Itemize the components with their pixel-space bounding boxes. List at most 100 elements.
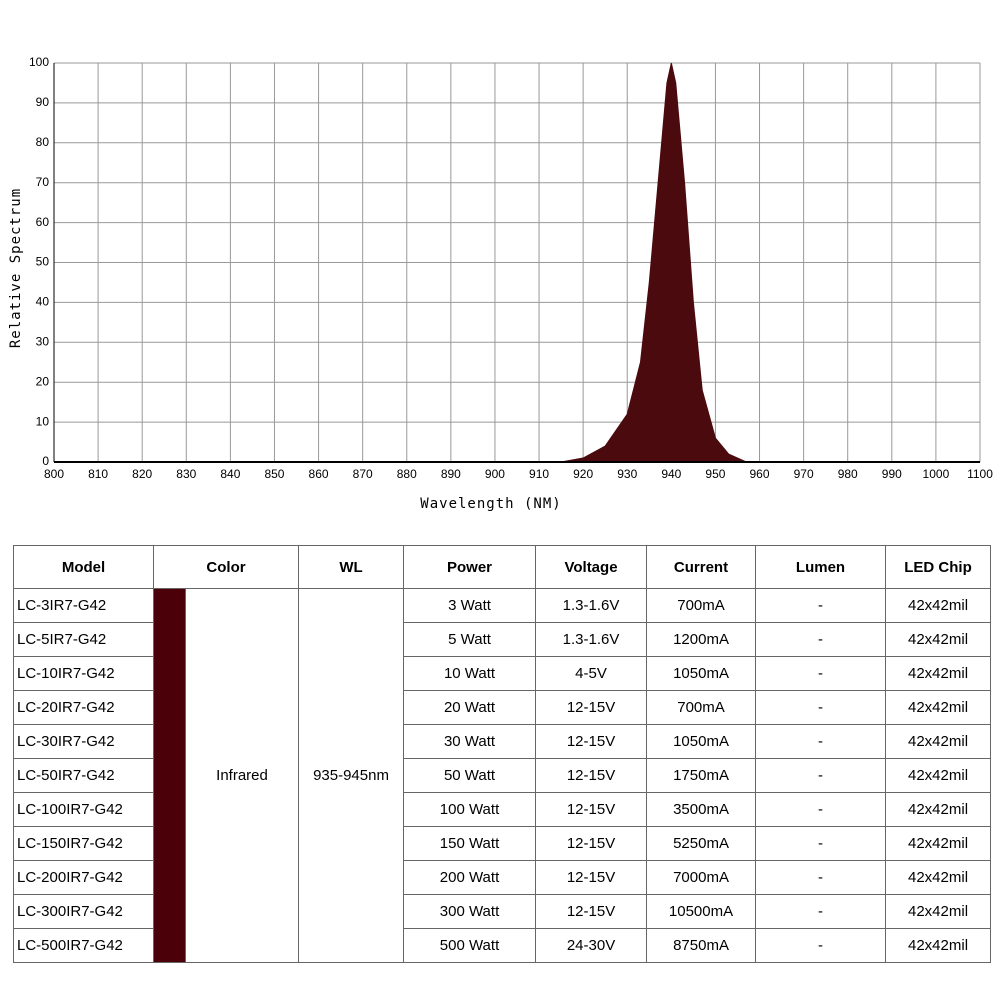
model: LC-50IR7-G42 bbox=[13, 758, 154, 793]
cell: 42x42mil bbox=[885, 826, 992, 861]
cell: 42x42mil bbox=[885, 792, 992, 827]
x-tick-label: 830 bbox=[176, 467, 196, 481]
x-tick-label: 890 bbox=[441, 467, 461, 481]
cell: - bbox=[755, 928, 887, 963]
model: LC-500IR7-G42 bbox=[13, 928, 154, 963]
x-tick-label: 1000 bbox=[923, 467, 950, 481]
cell: 12-15V bbox=[535, 826, 648, 861]
y-tick-label: 20 bbox=[36, 374, 50, 388]
x-tick-label: 940 bbox=[661, 467, 681, 481]
table-row: LC-300IR7-G42 300 Watt 12-15V 10500mA -42x42… bbox=[13, 894, 992, 929]
table-row: LC-500IR7-G42 500 Watt 24-30V 8750mA -42x42m… bbox=[13, 928, 992, 963]
y-tick-label: 10 bbox=[36, 414, 50, 428]
cell: - bbox=[755, 860, 887, 895]
cell: 5 Watt bbox=[403, 622, 537, 657]
column-header: LED Chip bbox=[885, 545, 992, 589]
x-tick-label: 880 bbox=[397, 467, 417, 481]
cell: 42x42mil bbox=[885, 758, 992, 793]
cell: 12-15V bbox=[535, 792, 648, 827]
y-tick-label: 0 bbox=[42, 454, 49, 468]
column-header: Lumen bbox=[755, 545, 887, 589]
cell: - bbox=[755, 826, 887, 861]
cell: - bbox=[755, 724, 887, 759]
cell: - bbox=[755, 758, 887, 793]
cell: 12-15V bbox=[535, 724, 648, 759]
table-row: LC-100IR7-G42 100 Watt 12-15V 3500mA -42x42m… bbox=[13, 792, 992, 827]
spec-table: Model Color WL Power Voltage Current Lumen LED … bbox=[13, 545, 992, 963]
cell: 42x42mil bbox=[885, 622, 992, 657]
cell: 10500mA bbox=[646, 894, 757, 929]
y-tick-label: 70 bbox=[36, 175, 50, 189]
cell: 42x42mil bbox=[885, 588, 992, 623]
column-header: Color bbox=[152, 545, 300, 589]
cell: 10 Watt bbox=[403, 656, 537, 691]
table-row: LC-5IR7-G42 5 Watt 1.3-1.6V 1200mA -42x42mil bbox=[13, 622, 992, 657]
cell: - bbox=[755, 588, 887, 623]
y-tick-label: 50 bbox=[36, 255, 50, 269]
x-axis-title: Wavelength (NM) bbox=[420, 496, 561, 512]
cell: 1050mA bbox=[646, 724, 757, 759]
model: LC-30IR7-G42 bbox=[13, 724, 154, 759]
column-header: Power bbox=[403, 545, 537, 589]
spectrum-area bbox=[54, 62, 980, 463]
cell: 8750mA bbox=[646, 928, 757, 963]
column-header: Voltage bbox=[535, 545, 648, 589]
y-tick-label: 40 bbox=[36, 295, 50, 309]
cell: - bbox=[755, 690, 887, 725]
x-tick-label: 980 bbox=[838, 467, 858, 481]
cell: 100 Watt bbox=[403, 792, 537, 827]
cell: 1050mA bbox=[646, 656, 757, 691]
model: LC-100IR7-G42 bbox=[13, 792, 154, 827]
y-axis-title: Relative Spectrum bbox=[8, 188, 24, 348]
y-tick-label: 60 bbox=[36, 215, 50, 229]
y-tick-label: 90 bbox=[36, 95, 50, 109]
cell: 1.3-1.6V bbox=[535, 588, 648, 623]
y-tick-label: 30 bbox=[36, 334, 50, 348]
x-tick-label: 840 bbox=[220, 467, 240, 481]
cell: 24-30V bbox=[535, 928, 648, 963]
x-tick-label: 960 bbox=[750, 467, 770, 481]
cell: 300 Watt bbox=[403, 894, 537, 929]
cell: - bbox=[755, 656, 887, 691]
cell: 3 Watt bbox=[403, 588, 537, 623]
y-tick-label: 100 bbox=[29, 55, 49, 69]
x-tick-label: 850 bbox=[264, 467, 284, 481]
model: LC-20IR7-G42 bbox=[13, 690, 154, 725]
model: LC-150IR7-G42 bbox=[13, 826, 154, 861]
model: LC-200IR7-G42 bbox=[13, 860, 154, 895]
cell: 4-5V bbox=[535, 656, 648, 691]
cell: 42x42mil bbox=[885, 656, 992, 691]
cell: 42x42mil bbox=[885, 860, 992, 895]
cell: 150 Watt bbox=[403, 826, 537, 861]
cell: 1750mA bbox=[646, 758, 757, 793]
x-tick-label: 810 bbox=[88, 467, 108, 481]
cell: 200 Watt bbox=[403, 860, 537, 895]
cell: 5250mA bbox=[646, 826, 757, 861]
x-tick-label: 920 bbox=[573, 467, 593, 481]
x-tick-label: 800 bbox=[44, 467, 64, 481]
cell: 12-15V bbox=[535, 758, 648, 793]
model: LC-300IR7-G42 bbox=[13, 894, 154, 929]
x-tick-label: 1100 bbox=[967, 467, 993, 481]
x-tick-label: 910 bbox=[529, 467, 549, 481]
x-tick-label: 950 bbox=[705, 467, 725, 481]
cell: 42x42mil bbox=[885, 690, 992, 725]
cell: 12-15V bbox=[535, 690, 648, 725]
model: LC-3IR7-G42 bbox=[13, 588, 154, 623]
x-tick-label: 820 bbox=[132, 467, 152, 481]
color-swatch bbox=[153, 588, 186, 963]
wavelength: 935-945nm bbox=[298, 588, 405, 963]
cell: 1.3-1.6V bbox=[535, 622, 648, 657]
chart: Wavelength (NM) Relative Spectrum 0 10 20 3… bbox=[8, 55, 993, 512]
cell: 700mA bbox=[646, 588, 757, 623]
column-header: Current bbox=[646, 545, 757, 589]
cell: 30 Watt bbox=[403, 724, 537, 759]
cell: - bbox=[755, 792, 887, 827]
cell: 50 Watt bbox=[403, 758, 537, 793]
table-row: LC-20IR7-G42 20 Watt 12-15V 700mA -42x42mil bbox=[13, 690, 992, 725]
cell: 20 Watt bbox=[403, 690, 537, 725]
cell: - bbox=[755, 894, 887, 929]
x-tick-label: 860 bbox=[309, 467, 329, 481]
cell: 3500mA bbox=[646, 792, 757, 827]
